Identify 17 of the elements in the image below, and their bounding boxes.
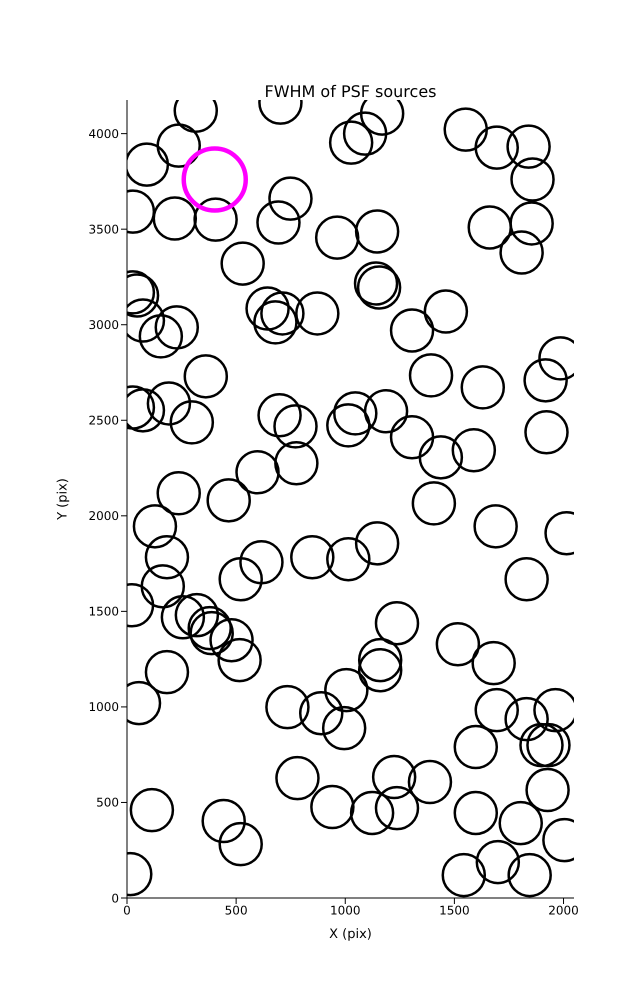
chart-title: FWHM of PSF sources: [263, 82, 438, 101]
y-tick-label: 0: [111, 891, 119, 906]
x-tick-label: 1000: [330, 904, 361, 918]
x-tick-label: 2000: [548, 904, 579, 918]
x-tick-label: 0: [123, 904, 131, 918]
y-tick-label: 3000: [88, 318, 119, 332]
y-tick-label: 2500: [88, 414, 119, 428]
y-tick-label: 4000: [88, 126, 119, 141]
y-tick-label: 500: [96, 796, 119, 810]
y-tick-label: 1000: [88, 700, 119, 714]
y-tick-label: 2000: [88, 509, 119, 524]
y-tick-label: 1500: [88, 604, 119, 619]
x-tick-label: 1500: [439, 904, 470, 918]
x-tick-label: 500: [224, 904, 248, 918]
y-axis-title: Y (pix): [56, 478, 71, 521]
y-tick-label: 3500: [88, 222, 119, 236]
x-axis-title: X (pix): [329, 927, 372, 942]
